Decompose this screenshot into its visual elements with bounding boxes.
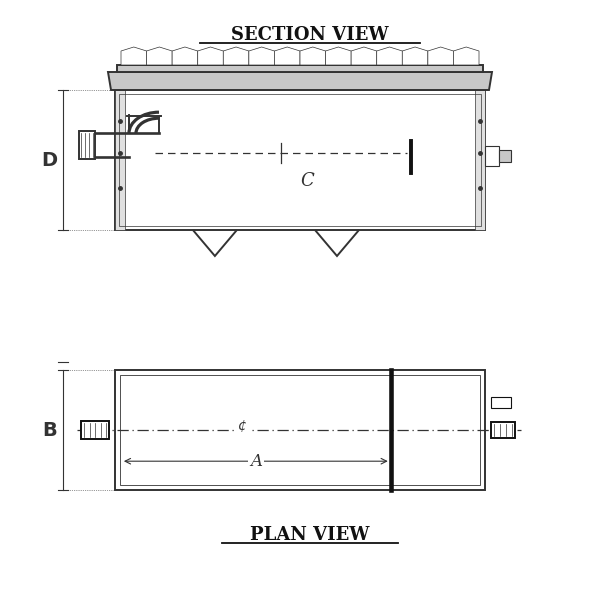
Bar xyxy=(120,375,480,485)
Bar xyxy=(79,131,95,159)
Text: A: A xyxy=(250,452,262,470)
Polygon shape xyxy=(326,47,351,65)
Text: PLAN VIEW: PLAN VIEW xyxy=(250,526,370,544)
Polygon shape xyxy=(428,47,454,65)
Text: ¢: ¢ xyxy=(238,419,247,433)
Bar xyxy=(119,94,481,226)
Polygon shape xyxy=(108,72,492,90)
Bar xyxy=(115,370,485,490)
Bar xyxy=(499,150,511,162)
Bar xyxy=(117,65,483,72)
Polygon shape xyxy=(454,47,479,65)
Bar xyxy=(475,90,485,230)
Text: B: B xyxy=(43,421,58,439)
Bar xyxy=(485,146,499,166)
Bar xyxy=(491,397,511,408)
Polygon shape xyxy=(198,47,223,65)
Polygon shape xyxy=(351,47,377,65)
Polygon shape xyxy=(274,47,300,65)
Polygon shape xyxy=(300,47,326,65)
Bar xyxy=(491,422,515,438)
Text: SECTION VIEW: SECTION VIEW xyxy=(231,26,389,44)
Bar xyxy=(129,129,159,161)
Bar xyxy=(81,421,109,439)
Polygon shape xyxy=(377,47,402,65)
Bar xyxy=(115,90,485,230)
Text: D: D xyxy=(41,151,57,169)
Text: C: C xyxy=(301,172,314,190)
Polygon shape xyxy=(223,47,249,65)
Polygon shape xyxy=(146,47,172,65)
Polygon shape xyxy=(172,47,198,65)
Polygon shape xyxy=(249,47,274,65)
Polygon shape xyxy=(402,47,428,65)
Bar xyxy=(115,90,125,230)
Polygon shape xyxy=(121,47,146,65)
